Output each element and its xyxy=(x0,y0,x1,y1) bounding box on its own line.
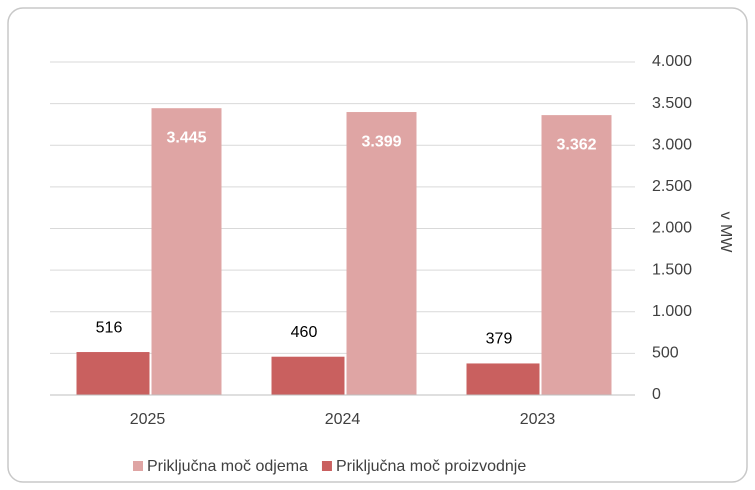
data-label: 3.362 xyxy=(556,136,596,153)
legend-swatch xyxy=(321,461,332,471)
data-label: 3.445 xyxy=(166,129,206,146)
data-label: 460 xyxy=(291,324,318,341)
bar xyxy=(271,356,345,395)
y-tick-label: 3.500 xyxy=(652,95,692,112)
y-tick-label: 500 xyxy=(652,345,679,362)
y-tick-label: 4.000 xyxy=(652,53,692,70)
bar xyxy=(466,363,540,395)
legend-swatch xyxy=(133,461,143,471)
legend-label: Priključna moč proizvodnje xyxy=(336,458,526,475)
x-tick-label: 2023 xyxy=(520,411,556,428)
bar xyxy=(346,112,417,395)
y-tick-label: 2.500 xyxy=(652,178,692,195)
y-tick-label: 3.000 xyxy=(652,136,692,153)
x-tick-label: 2024 xyxy=(325,411,361,428)
y-tick-label: 0 xyxy=(652,386,661,403)
data-label: 3.399 xyxy=(361,133,401,150)
x-tick-label: 2025 xyxy=(130,411,166,428)
y-tick-label: 2.000 xyxy=(652,220,692,237)
y-tick-label: 1.000 xyxy=(652,303,692,320)
y-tick-label: 1.500 xyxy=(652,261,692,278)
bar xyxy=(151,108,222,396)
legend-label: Priključna moč odjema xyxy=(147,458,308,475)
bar xyxy=(76,352,150,395)
bar xyxy=(541,115,612,396)
data-label: 379 xyxy=(486,331,513,348)
y-axis-label: v MW xyxy=(717,212,734,254)
data-label: 516 xyxy=(96,319,123,336)
